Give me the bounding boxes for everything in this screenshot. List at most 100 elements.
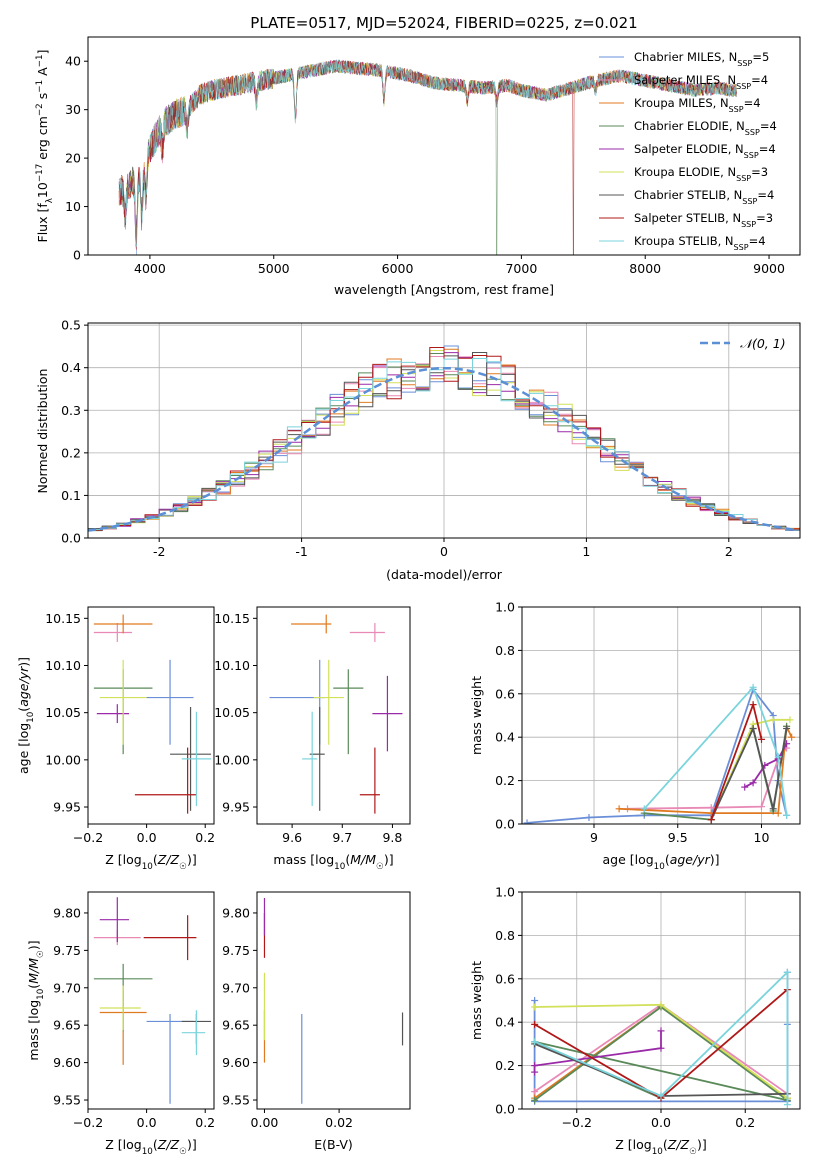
weight-marker (640, 805, 648, 813)
y-tick-label: 0.0 (495, 1102, 515, 1117)
x-tick-label: 9.8 (382, 830, 402, 845)
error-bar-point (269, 659, 325, 745)
error-bar-point (146, 659, 194, 745)
weight-marker (774, 809, 782, 817)
legend-entry: Kroupa MILES, NSSP=4 (634, 96, 761, 114)
age-vs-Z-frame: −0.2 0.0 0.2 9.95 10.00 10.05 10.10 10.15 (45, 606, 215, 845)
y-tick-label: 9.75 (222, 943, 250, 958)
legend-entry: Chabrier MILES, NSSP=5 (634, 50, 769, 68)
axes-frame (87, 891, 215, 1110)
chart-title: PLATE=0517, MJD=52024, FIBERID=0225, z=0… (250, 14, 637, 32)
x-tick-label: 5000 (258, 261, 290, 276)
x-axis-label: mass [log10(M/M☉)] (273, 852, 393, 872)
y-tick-label: 10 (65, 199, 81, 214)
y-tick-label: 0.2 (495, 1058, 515, 1073)
axes-frame (521, 606, 801, 825)
y-axis-label: mass weight (469, 961, 484, 1040)
x-tick-label: 2 (725, 544, 733, 559)
y-tick-label: 9.60 (222, 1055, 250, 1070)
residual-legend: 𝒩(0, 1) (700, 336, 786, 351)
error-bar-point (181, 711, 212, 807)
y-tick-label: 9.95 (53, 800, 81, 815)
y-tick-label: 9.55 (53, 1093, 81, 1108)
weight-marker (615, 805, 623, 813)
weight-line (526, 687, 788, 824)
y-tick-label: 9.70 (222, 980, 250, 995)
x-axis-label: (data-model)/error (386, 567, 503, 582)
gaussian-curve (88, 366, 798, 532)
error-bar-point (99, 897, 130, 943)
y-tick-label: 20 (65, 151, 81, 166)
y-tick-label: 0.8 (495, 643, 515, 658)
x-axis-label: Z [log10(Z/Z☉)] (105, 1137, 196, 1157)
x-tick-label: 8000 (629, 261, 661, 276)
x-tick-label: 9.5 (668, 830, 688, 845)
y-axis-label: Flux [fλ10−17 erg cm−2 s−1 A−1] (35, 50, 55, 243)
weight-marker (749, 779, 757, 787)
x-tick-label: -2 (153, 544, 165, 559)
x-tick-label: 6000 (382, 261, 414, 276)
mass-vs-EBV-frame: 0.00 0.02 9.55 9.60 9.65 9.70 9.75 9.80 (222, 891, 411, 1130)
weight-marker (769, 805, 777, 813)
weight-marker (783, 811, 791, 819)
x-tick-label: −0.2 (73, 1115, 103, 1130)
axes-frame (87, 606, 215, 825)
age-vs-mass-frame: 9.6 9.7 9.8 9.95 10.00 10.05 10.10 10.15 (214, 606, 411, 845)
error-bar-point (99, 659, 147, 745)
error-bar-point (359, 747, 380, 814)
legend-entry: Chabrier ELODIE, NSSP=4 (634, 119, 777, 137)
weight-marker (531, 1003, 539, 1011)
y-tick-label: 10.05 (214, 705, 250, 720)
spectrum-frame: 4000 5000 6000 7000 8000 9000 0 10 20 30 40 (65, 36, 801, 276)
x-tick-label: 0.00 (251, 1115, 279, 1130)
massweight-vs-age-frame: 9 9.5 10 0.0 0.2 0.4 0.6 0.8 1.0 (495, 600, 801, 845)
x-tick-label: 1 (582, 544, 590, 559)
y-tick-label: 0.3 (61, 403, 81, 418)
axes-frame (87, 36, 801, 256)
error-bar-point (291, 614, 332, 634)
weight-marker (531, 1088, 539, 1096)
y-tick-label: 0.6 (495, 971, 515, 986)
x-tick-label: 0.2 (195, 830, 215, 845)
y-tick-label: 0.0 (61, 531, 81, 546)
y-axis-label: Normed distribution (35, 369, 50, 494)
weight-marker (788, 733, 796, 741)
weight-marker (531, 997, 539, 1004)
y-tick-label: 10.10 (45, 658, 81, 673)
y-tick-label: 9.95 (222, 800, 250, 815)
weight-marker (749, 725, 757, 733)
axes-frame (256, 891, 411, 1110)
error-bar-point (93, 623, 132, 642)
weight-line (643, 685, 788, 816)
x-tick-label: 0.0 (651, 1115, 671, 1130)
y-tick-label: 10.15 (214, 611, 250, 626)
error-bar-point (333, 669, 364, 755)
legend-entry: Salpeter MILES, NSSP=4 (634, 73, 768, 91)
weight-marker (531, 1068, 539, 1076)
legend-entry: 𝒩(0, 1) (740, 336, 786, 351)
mass-vs-Z-frame: −0.2 0.0 0.2 9.55 9.60 9.65 9.70 9.75 9.80 (53, 891, 215, 1130)
x-tick-label: -1 (295, 544, 307, 559)
spectrum-legend: Chabrier MILES, NSSP=5 Salpeter MILES, NS… (599, 50, 777, 252)
mass-vs-Z-plot-area (93, 897, 212, 1104)
mass-vs-Z-axes: −0.2 0.0 0.2 9.55 9.60 9.65 9.70 9.75 9.80 (53, 891, 215, 1130)
y-tick-label: 10.00 (45, 752, 81, 767)
weight-marker (523, 819, 531, 824)
weight-marker (657, 1027, 665, 1035)
x-tick-label: 10 (754, 830, 770, 845)
mass-vs-EBV-plot-area (263, 897, 404, 1104)
y-tick-label: 0.4 (495, 1015, 515, 1030)
x-axis-label: Z [log10(Z/Z☉)] (615, 1137, 706, 1157)
spectrum-axes: 4000 5000 6000 7000 8000 9000 0 10 20 30 40 (65, 36, 801, 276)
weight-marker (769, 716, 777, 724)
histogram-step (88, 358, 800, 533)
legend-entry: Kroupa ELODIE, NSSP=3 (634, 165, 768, 183)
error-bar-point (181, 1010, 206, 1056)
y-axis-label: age [log10(age/yr)] (16, 657, 36, 774)
y-tick-label: 1.0 (495, 600, 515, 615)
x-axis-label: Z [log10(Z/Z☉)] (105, 852, 196, 872)
weight-marker (774, 753, 782, 761)
massweight-vs-Z-frame: −0.2 0.0 0.2 0.0 0.2 0.4 0.6 0.8 1.0 (495, 885, 801, 1130)
x-tick-label: 9.6 (282, 830, 302, 845)
